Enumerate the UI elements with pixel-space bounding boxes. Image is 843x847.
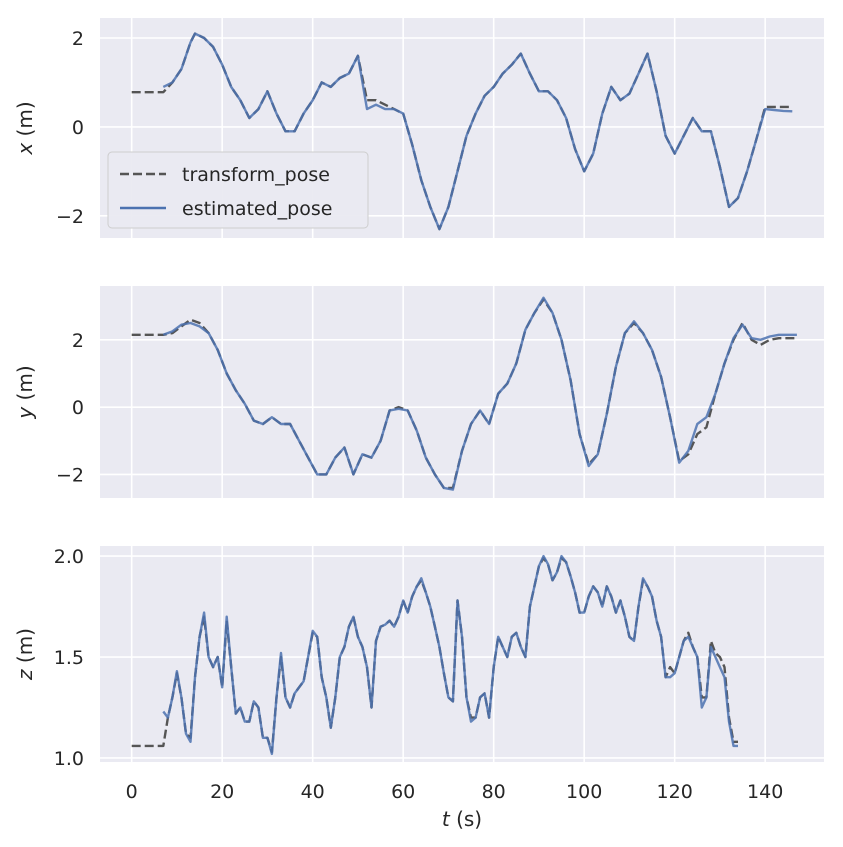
- x-tick-label: 100: [566, 781, 602, 803]
- panel-y: 2 0 −2 y (m): [13, 286, 824, 498]
- y-tick-label: 2.0: [54, 546, 84, 568]
- x-axis-unit: (s): [450, 807, 482, 831]
- legend: transform_pose estimated_pose: [107, 151, 369, 229]
- x-tick-label: 80: [482, 781, 506, 803]
- y-tick-label: 2: [72, 28, 84, 50]
- y-tick-label: 0: [72, 397, 84, 419]
- y-tick-label: −2: [56, 464, 84, 486]
- y-tick-label: 1.5: [54, 647, 84, 669]
- y-axis-var: z: [13, 669, 37, 681]
- y-axis-label: y (m): [13, 365, 37, 419]
- y-tick-label: 1.0: [54, 748, 84, 770]
- y-axis-unit: (m): [13, 101, 37, 142]
- x-axis-var: t: [442, 807, 451, 831]
- x-axis-label: t (s): [442, 807, 482, 831]
- series-line-estimated-pose: [162, 32, 793, 231]
- y-tick-label: 2: [72, 330, 84, 352]
- legend-label: transform_pose: [182, 164, 330, 186]
- y-tick-label: 0: [72, 117, 84, 139]
- plot-area: [100, 546, 824, 762]
- x-tick-label: 20: [210, 781, 234, 803]
- plot-area: [100, 286, 824, 498]
- legend-label: estimated_pose: [182, 198, 332, 220]
- y-axis-unit: (m): [13, 628, 37, 669]
- x-tick-label: 120: [657, 781, 693, 803]
- legend-box: [107, 151, 369, 229]
- panel-z: 2.0 1.5 1.0 z (m): [13, 546, 824, 770]
- x-tick-label: 140: [747, 781, 783, 803]
- y-tick-label: −2: [56, 206, 84, 228]
- y-axis-label: z (m): [13, 628, 37, 681]
- y-axis-var: y: [13, 406, 37, 420]
- x-tick-label: 40: [301, 781, 325, 803]
- series-line-estimated-pose: [162, 296, 797, 491]
- y-axis-var: x: [13, 143, 37, 156]
- x-tick-label: 60: [391, 781, 415, 803]
- y-axis-unit: (m): [13, 365, 37, 406]
- y-axis-label: x (m): [13, 101, 37, 155]
- x-tick-label: 0: [126, 781, 138, 803]
- series-line-estimated-pose: [162, 554, 738, 756]
